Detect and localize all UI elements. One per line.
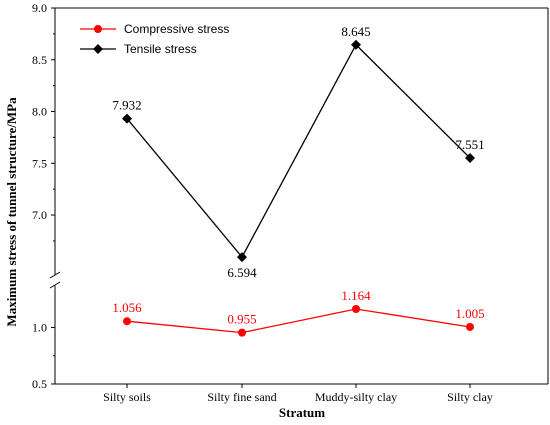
y-tick-label: 7.5 <box>32 156 47 170</box>
data-label: 1.164 <box>341 288 371 303</box>
x-axis-title: Stratum <box>279 405 325 420</box>
axes <box>49 7 549 385</box>
legend-marker <box>93 44 103 54</box>
data-label: 6.594 <box>227 265 257 280</box>
legend-marker <box>94 25 102 33</box>
data-label: 1.005 <box>455 306 484 321</box>
y-tick-label: 1.0 <box>32 321 47 335</box>
y-tick-label: 7.0 <box>32 208 47 222</box>
legend-label: Compressive stress <box>124 22 229 36</box>
y-tick-label: 8.0 <box>32 105 47 119</box>
data-point <box>238 328 246 337</box>
y-tick-label: 0.5 <box>32 377 47 391</box>
data-point <box>122 113 132 124</box>
x-tick-label: Silty soils <box>103 390 151 404</box>
data-point <box>352 305 360 314</box>
data-label: 1.056 <box>112 300 142 315</box>
x-tick-label: Muddy-silty clay <box>315 390 397 404</box>
y-tick-label: 8.5 <box>32 53 47 67</box>
series-line <box>126 308 471 334</box>
data-label: 0.955 <box>227 312 256 327</box>
legend-label: Tensile stress <box>124 42 197 56</box>
data-point <box>465 153 475 164</box>
axis-break-mark <box>49 281 61 289</box>
y-axis-title: Maximum stress of tunnel structure/MPa <box>4 97 19 327</box>
legend: Compressive stress Tensile stress <box>80 22 229 56</box>
axis-break-mark <box>49 271 61 279</box>
data-point <box>351 39 361 50</box>
data-point <box>123 317 131 326</box>
data-point <box>466 322 474 331</box>
data-point <box>237 252 247 263</box>
data-label: 7.551 <box>455 137 484 152</box>
series-line <box>126 43 471 259</box>
series-layer: 1.056 0.955 1.164 1.005 7.932 6.594 8.645 7.551 <box>112 24 485 337</box>
y-tick-label: 9.0 <box>32 1 47 15</box>
data-label: 8.645 <box>341 24 370 39</box>
x-tick-label: Silty clay <box>447 390 493 404</box>
data-label: 7.932 <box>112 98 141 113</box>
ticks: 7.0 7.5 8.0 8.5 9.0 0.5 1.0 Silty soils Silty fi… <box>32 1 493 404</box>
x-tick-label: Silty fine sand <box>207 390 276 404</box>
